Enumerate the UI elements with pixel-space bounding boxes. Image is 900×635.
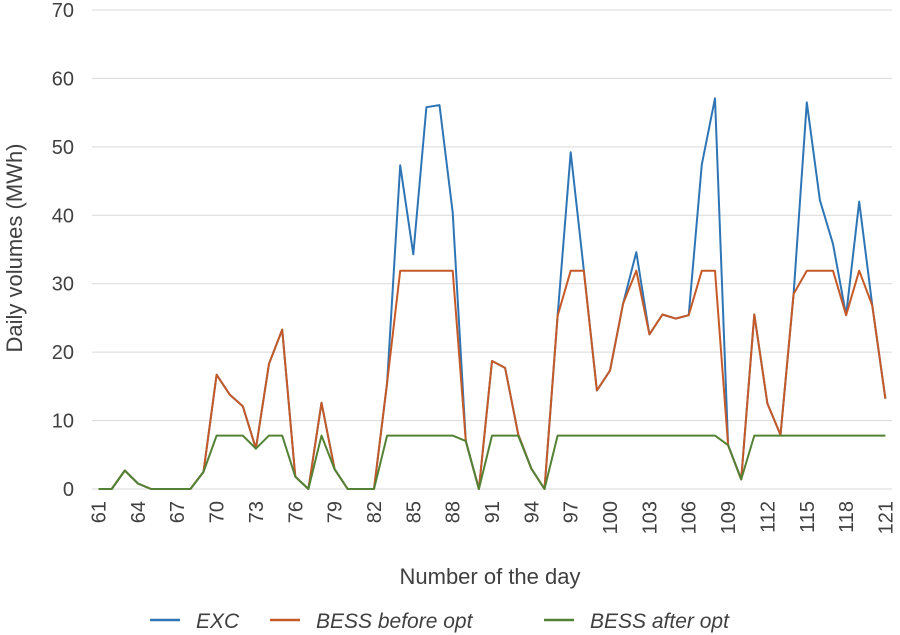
x-tick-label: 82 (364, 501, 386, 523)
x-tick-label: 70 (207, 501, 229, 523)
y-tick-label: 20 (52, 342, 74, 364)
x-tick-label: 121 (875, 501, 897, 534)
x-tick-label: 115 (797, 501, 819, 533)
y-tick-label: 30 (52, 274, 74, 296)
x-tick-label: 106 (679, 501, 701, 534)
y-tick-label: 70 (52, 0, 74, 22)
series-line-exc (98, 97, 887, 490)
x-axis-tick-labels: 61 64 67 70 73 76 79 82 85 88 91 94 97 100 103 106 109 11… (89, 501, 898, 534)
x-tick-label: 64 (128, 501, 150, 523)
x-tick-label: 79 (325, 501, 347, 523)
x-tick-label: 85 (403, 501, 425, 523)
x-axis-title: Number of the day (400, 564, 581, 589)
data-series (98, 97, 887, 490)
y-tick-label: 10 (52, 411, 74, 433)
legend-item-exc: EXC (150, 610, 240, 633)
x-tick-label: 100 (600, 501, 622, 534)
legend-label: EXC (196, 610, 240, 633)
x-tick-label: 73 (246, 501, 268, 523)
x-tick-label: 97 (561, 501, 583, 523)
series-line-bess-before-opt (98, 269, 887, 490)
x-tick-label: 94 (521, 501, 543, 523)
x-tick-label: 61 (89, 501, 111, 523)
x-tick-label: 76 (285, 501, 307, 523)
legend-label: BESS before opt (316, 610, 474, 633)
x-tick-label: 118 (836, 501, 858, 533)
legend-item-bess-before-opt: BESS before opt (270, 610, 474, 633)
legend-label: BESS after opt (590, 610, 730, 633)
x-tick-label: 67 (167, 501, 189, 523)
x-tick-label: 103 (639, 501, 661, 534)
x-tick-label: 109 (718, 501, 740, 534)
y-axis-tick-labels: 0 10 20 30 40 50 60 70 (52, 0, 74, 501)
legend: EXC BESS before opt BESS after opt (150, 610, 730, 633)
y-tick-label: 50 (52, 137, 74, 159)
x-tick-label: 91 (482, 501, 504, 523)
y-tick-label: 40 (52, 205, 74, 227)
y-axis-title: Daily volumes (MWh) (2, 143, 27, 352)
x-tick-label: 88 (443, 501, 465, 523)
grid-lines (92, 9, 892, 490)
y-tick-label: 0 (63, 479, 74, 501)
legend-item-bess-after-opt: BESS after opt (544, 610, 730, 633)
x-tick-label: 112 (757, 501, 779, 533)
y-tick-label: 60 (52, 68, 74, 90)
series-line-bess-after-opt (98, 434, 886, 490)
